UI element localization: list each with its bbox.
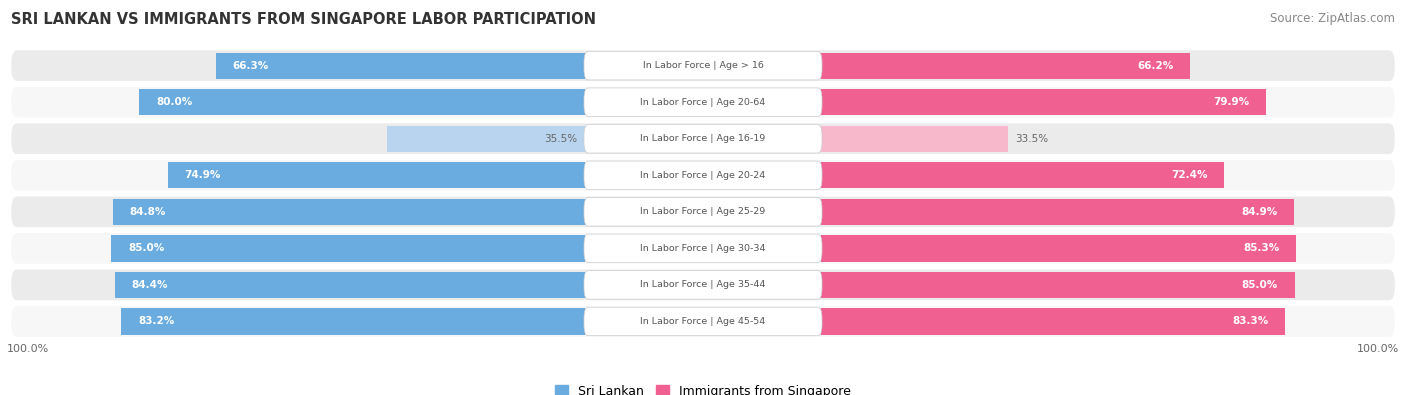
FancyBboxPatch shape [11,233,1395,264]
Bar [215,53,585,79]
Legend: Sri Lankan, Immigrants from Singapore: Sri Lankan, Immigrants from Singapore [555,385,851,395]
Text: 100.0%: 100.0% [7,344,49,354]
Bar [821,199,1294,225]
Text: 33.5%: 33.5% [1015,134,1047,144]
Bar [139,89,585,115]
Text: 100.0%: 100.0% [1357,344,1399,354]
Text: 79.9%: 79.9% [1213,97,1250,107]
FancyBboxPatch shape [583,88,823,117]
Bar [111,235,585,261]
Text: 66.3%: 66.3% [232,61,269,71]
Bar [387,126,585,152]
Bar [821,89,1267,115]
Text: 84.9%: 84.9% [1241,207,1277,217]
FancyBboxPatch shape [583,51,823,80]
Text: 85.0%: 85.0% [1241,280,1278,290]
Text: 80.0%: 80.0% [156,97,193,107]
FancyBboxPatch shape [11,50,1395,81]
FancyBboxPatch shape [11,269,1395,300]
Text: Source: ZipAtlas.com: Source: ZipAtlas.com [1270,12,1395,25]
Text: SRI LANKAN VS IMMIGRANTS FROM SINGAPORE LABOR PARTICIPATION: SRI LANKAN VS IMMIGRANTS FROM SINGAPORE … [11,12,596,27]
Text: 72.4%: 72.4% [1171,170,1208,180]
FancyBboxPatch shape [583,234,823,263]
FancyBboxPatch shape [583,124,823,153]
Text: 84.4%: 84.4% [132,280,167,290]
Text: 84.8%: 84.8% [129,207,166,217]
Text: In Labor Force | Age 25-29: In Labor Force | Age 25-29 [640,207,766,216]
Bar [112,199,585,225]
FancyBboxPatch shape [583,161,823,190]
Text: 66.2%: 66.2% [1137,61,1173,71]
Text: In Labor Force | Age 35-44: In Labor Force | Age 35-44 [640,280,766,290]
Bar [821,235,1296,261]
Text: In Labor Force | Age 30-34: In Labor Force | Age 30-34 [640,244,766,253]
Text: In Labor Force | Age > 16: In Labor Force | Age > 16 [643,61,763,70]
FancyBboxPatch shape [11,306,1395,337]
FancyBboxPatch shape [583,198,823,226]
FancyBboxPatch shape [583,271,823,299]
Text: In Labor Force | Age 45-54: In Labor Force | Age 45-54 [640,317,766,326]
Text: In Labor Force | Age 20-24: In Labor Force | Age 20-24 [640,171,766,180]
Bar [167,162,585,188]
Text: 83.2%: 83.2% [138,316,174,326]
FancyBboxPatch shape [583,307,823,336]
Bar [821,126,1008,152]
Text: 83.3%: 83.3% [1232,316,1268,326]
Text: 74.9%: 74.9% [184,170,221,180]
FancyBboxPatch shape [11,160,1395,191]
Text: 35.5%: 35.5% [544,134,578,144]
Bar [821,53,1189,79]
Bar [115,272,585,298]
Text: In Labor Force | Age 20-64: In Labor Force | Age 20-64 [640,98,766,107]
Bar [821,272,1295,298]
FancyBboxPatch shape [11,123,1395,154]
Text: 85.0%: 85.0% [128,243,165,253]
FancyBboxPatch shape [11,196,1395,227]
Bar [821,308,1285,335]
Text: In Labor Force | Age 16-19: In Labor Force | Age 16-19 [640,134,766,143]
Text: 85.3%: 85.3% [1243,243,1279,253]
FancyBboxPatch shape [11,87,1395,118]
Bar [821,162,1225,188]
Bar [121,308,585,335]
